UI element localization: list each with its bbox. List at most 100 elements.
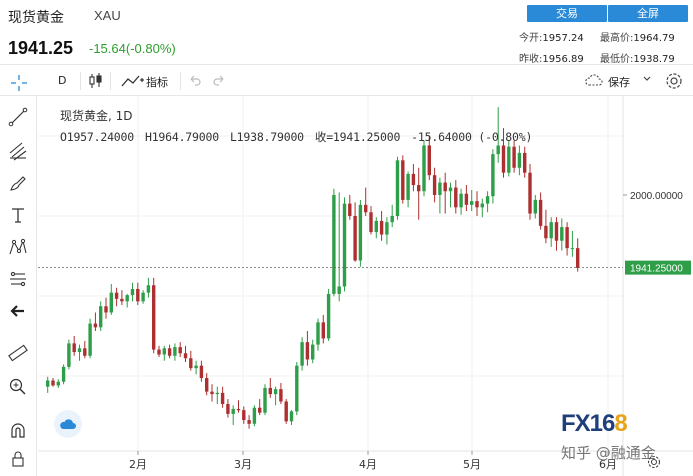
price-chart[interactable]: 1941.25000 2000.00000 2月 3月 4月 5月 6月 现货黄金, 1D…	[38, 96, 693, 476]
instrument-title: 现货黄金	[8, 10, 64, 26]
magnet-icon[interactable]	[6, 420, 30, 442]
pattern-icon[interactable]	[6, 236, 30, 258]
high-label: 最高价:	[600, 33, 634, 44]
fib-tools-icon[interactable]	[6, 140, 30, 162]
redo-icon[interactable]	[212, 73, 226, 90]
candle-body	[194, 365, 198, 369]
candle-body	[178, 347, 182, 354]
candle-body	[289, 411, 294, 422]
candle-body	[199, 365, 204, 379]
candle-body	[374, 220, 378, 233]
candle-body	[512, 146, 516, 168]
legend-open: O1957.24000	[60, 130, 134, 144]
trade-button[interactable]: 交易	[527, 5, 607, 22]
prev-close-stat: 昨收:1956.89	[519, 50, 584, 65]
candle-body	[443, 182, 447, 192]
axis-settings-icon[interactable]	[646, 454, 662, 475]
candle-body	[364, 204, 368, 213]
lock-icon[interactable]	[6, 448, 30, 470]
candle-body	[464, 193, 469, 205]
candle-body	[576, 248, 580, 268]
candle-body	[279, 389, 283, 402]
candle-body	[242, 410, 246, 421]
candle-body	[125, 295, 129, 302]
candle-body	[104, 306, 108, 313]
candle-body	[273, 389, 278, 395]
candle-body	[401, 160, 405, 200]
text-tool-icon[interactable]	[6, 204, 30, 226]
candle-body	[120, 298, 124, 302]
price-change: -15.64(-0.80%)	[89, 41, 176, 56]
toolbar-divider	[180, 72, 181, 90]
candle-body	[263, 387, 267, 413]
cloud-save-icon[interactable]	[584, 72, 604, 91]
candlestick-chart[interactable]: 1941.25000 2000.00000 2月 3月 4月 5月 6月	[38, 96, 693, 476]
candle-body	[517, 152, 522, 168]
candle-body	[210, 391, 214, 395]
candle-body	[369, 212, 373, 233]
candle-body	[417, 185, 421, 192]
ruler-icon[interactable]	[6, 342, 30, 364]
candle-body	[321, 322, 325, 339]
candle-body	[162, 348, 166, 355]
zhihu-watermark: 知乎 @融通金	[561, 444, 656, 462]
candle-body	[220, 392, 225, 404]
toolbar-divider	[110, 72, 111, 90]
time-tick-label: 2月	[129, 458, 147, 471]
price-tick-label: 2000.00000	[630, 191, 683, 202]
save-button[interactable]: 保存	[608, 76, 630, 89]
candle-body	[130, 288, 135, 296]
low-stat: 最低价:1938.79	[600, 50, 675, 65]
candle-body	[496, 145, 500, 155]
legend-low: L1938.79000	[229, 130, 304, 144]
candle-body	[56, 381, 60, 386]
candles	[46, 107, 580, 429]
legend-change: -15.64000 (-0.80%)	[411, 130, 533, 144]
cloud-logo-icon[interactable]	[54, 410, 82, 438]
candle-body	[491, 154, 495, 197]
candle-body	[485, 196, 490, 204]
candle-body	[247, 420, 251, 424]
trend-line-icon[interactable]	[6, 106, 30, 128]
candle-body	[300, 342, 304, 366]
indicators-button[interactable]: 指标	[146, 76, 168, 89]
candle-body	[183, 353, 188, 359]
undo-icon[interactable]	[188, 73, 202, 90]
prev-close-label: 昨收:	[519, 54, 543, 65]
chevron-down-icon[interactable]	[642, 74, 652, 87]
candle-body	[167, 348, 172, 356]
brush-icon[interactable]	[6, 172, 30, 194]
candle-body	[215, 392, 219, 395]
zoom-in-icon[interactable]	[6, 376, 30, 398]
candle-body	[560, 227, 564, 241]
time-axis: 2月 3月 4月 5月 6月	[129, 451, 617, 471]
instrument-symbol: XAU	[94, 8, 121, 23]
prev-close-value: 1956.89	[542, 54, 584, 65]
candle-body	[77, 348, 82, 353]
candle-body	[395, 160, 400, 216]
candle-body	[88, 323, 92, 356]
time-tick-label: 3月	[234, 458, 252, 471]
low-value: 1938.79	[633, 54, 675, 65]
drawing-tools-panel	[0, 96, 37, 476]
candle-body	[544, 225, 548, 239]
candle-body	[470, 201, 474, 205]
candle-body	[533, 199, 537, 214]
candle-body	[411, 173, 416, 186]
candle-body	[390, 215, 394, 223]
candle-body	[422, 145, 426, 192]
candle-type-icon[interactable]	[88, 72, 104, 93]
current-price: 1941.25	[8, 38, 74, 58]
indicators-icon[interactable]	[120, 72, 144, 93]
back-arrow-icon[interactable]	[6, 300, 30, 322]
settings-icon[interactable]	[664, 71, 684, 94]
candle-body	[480, 203, 484, 208]
measure-icon[interactable]	[6, 268, 30, 290]
candle-body	[448, 187, 453, 192]
interval-selector[interactable]: D	[58, 74, 67, 87]
crosshair-icon[interactable]	[10, 74, 28, 95]
candle-body	[305, 342, 310, 360]
candle-body	[454, 187, 458, 208]
fullscreen-button[interactable]: 全屏	[608, 5, 688, 22]
fx168-logo: FX168	[561, 410, 628, 437]
